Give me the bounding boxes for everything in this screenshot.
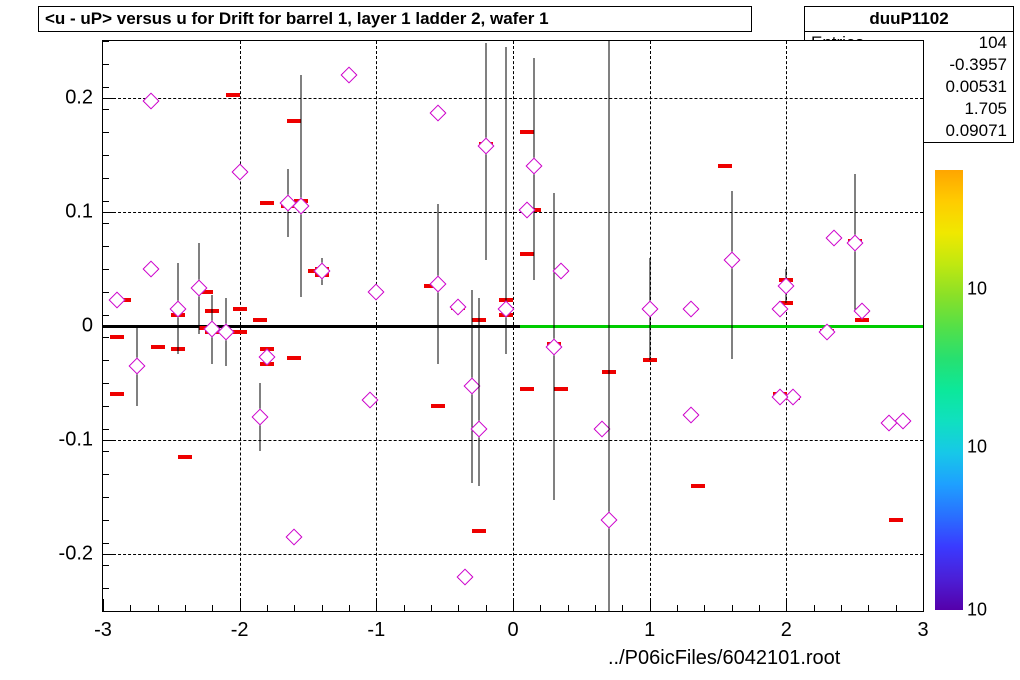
colorbar-tick: 10 [967,600,987,621]
data-dash [253,318,267,322]
xtick-label: -1 [367,619,385,642]
data-marker [682,300,699,317]
ytick-label: 0.1 [65,201,93,224]
xtick [650,599,651,611]
data-marker [231,164,248,181]
data-marker [457,568,474,585]
xtick-label: 3 [917,619,928,642]
data-marker [129,357,146,374]
data-marker [552,263,569,280]
data-dash [233,307,247,311]
ytick-label: -0.1 [59,429,93,452]
data-marker [826,230,843,247]
data-marker [429,104,446,121]
error-bar [478,298,479,486]
footer-filename: ../P06icFiles/6042101.root [608,647,840,670]
data-dash [178,455,192,459]
data-dash [110,392,124,396]
data-marker [429,275,446,292]
data-marker [546,338,563,355]
colorbar: 101010 [935,170,963,610]
data-marker [894,412,911,429]
data-dash [431,404,445,408]
colorbar-tick: 10 [967,437,987,458]
data-dash [554,387,568,391]
data-marker [600,511,617,528]
xtick-label: 1 [644,619,655,642]
error-bar [301,75,302,297]
data-marker [108,291,125,308]
data-marker [279,194,296,211]
data-dash [718,164,732,168]
ytick [103,326,115,327]
xtick [786,599,787,611]
data-marker [641,300,658,317]
xtick [240,599,241,611]
xtick [513,599,514,611]
data-dash [287,356,301,360]
data-marker [723,251,740,268]
data-dash [472,529,486,533]
data-dash [889,518,903,522]
ytick [103,212,115,213]
ytick [103,440,115,441]
colorbar-tick: 10 [967,278,987,299]
data-dash [287,119,301,123]
zero-line [520,325,923,328]
data-marker [341,67,358,84]
xtick [923,599,924,611]
data-marker [853,303,870,320]
data-marker [450,298,467,315]
data-marker [190,280,207,297]
ytick-label: -0.2 [59,543,93,566]
data-dash [520,387,534,391]
chart-title: <u - uP> versus u for Drift for barrel 1… [38,6,752,32]
xtick-label: 2 [781,619,792,642]
data-marker [368,283,385,300]
data-marker [880,414,897,431]
data-marker [252,409,269,426]
data-marker [477,137,494,154]
plot-area: -0.2-0.100.10.2-3-2-10123 [102,40,924,612]
data-dash [691,484,705,488]
ytick-label: 0 [82,315,93,338]
data-marker [846,234,863,251]
data-dash [520,252,534,256]
xtick-label: -2 [231,619,249,642]
ytick [103,554,115,555]
data-dash [151,345,165,349]
xtick [376,599,377,611]
xtick [103,599,104,611]
data-marker [286,528,303,545]
data-dash [226,93,240,97]
ytick [103,98,115,99]
data-marker [525,158,542,175]
xtick-label: 0 [507,619,518,642]
stats-header: duuP1102 [805,7,1013,32]
ytick-label: 0.2 [65,87,93,110]
data-marker [142,261,159,278]
data-marker [682,406,699,423]
xtick-label: -3 [94,619,112,642]
zero-line [103,325,520,328]
data-dash [520,130,534,134]
data-marker [142,93,159,110]
data-dash [110,335,124,339]
data-marker [470,420,487,437]
error-bar [731,191,732,359]
data-marker [313,263,330,280]
data-dash [260,201,274,205]
